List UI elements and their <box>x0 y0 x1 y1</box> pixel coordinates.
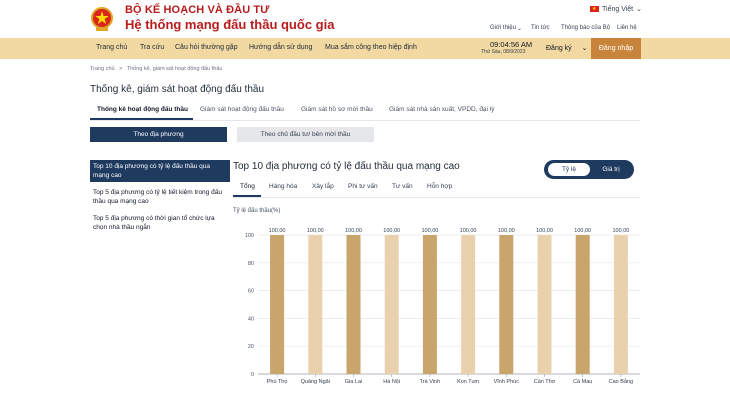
bar <box>499 235 514 374</box>
x-tick-label: Cần Thơ <box>534 379 556 385</box>
x-tick-label: Quảng Ngãi <box>301 379 330 385</box>
link-lien-he[interactable]: Liên hệ <box>617 25 637 31</box>
active-chart-tab-indicator <box>233 195 261 197</box>
nav-trang-chu[interactable]: Trang chủ <box>96 44 128 51</box>
system-name: Hệ thống mạng đấu thầu quốc gia <box>125 17 335 32</box>
chart-title: Top 10 địa phương có tỷ lệ đấu thầu qua … <box>233 161 460 172</box>
bar <box>346 235 361 374</box>
page-title: Thống kê, giám sát hoạt động đấu thầu <box>90 84 265 95</box>
bar-value-label: 100,00 <box>345 228 362 234</box>
tab-giam-sat-ho-so[interactable]: Giám sát hồ sơ mời thầu <box>301 106 373 113</box>
x-tick-label: Vĩnh Phúc <box>494 379 520 385</box>
x-tick-label: Cao Bằng <box>609 378 633 385</box>
tab-divider <box>90 120 640 121</box>
national-emblem-logo[interactable] <box>91 6 113 32</box>
ministry-name: BỘ KẾ HOẠCH VÀ ĐẦU TƯ <box>125 4 270 16</box>
bar-value-label: 100,00 <box>307 228 324 234</box>
chart-tab-divider <box>233 197 640 198</box>
bar-value-label: 100,00 <box>498 228 515 234</box>
bar <box>308 235 323 374</box>
language-label: Tiếng Việt <box>602 5 634 13</box>
active-tab-indicator <box>90 118 193 120</box>
by-investor-button[interactable]: Theo chủ đầu tư/ bên mời thầu <box>237 127 374 142</box>
y-tick-label: 0 <box>251 372 254 378</box>
chart-tab-phi-tu-van[interactable]: Phi tư vấn <box>348 183 378 190</box>
bar <box>575 235 590 374</box>
chevron-down-icon: ⌄ <box>581 45 588 52</box>
bar-value-label: 100,00 <box>421 228 438 234</box>
breadcrumb-current: Thống kê, giám sát hoạt động đấu thầu <box>126 66 223 72</box>
chart-tab-xay-lap[interactable]: Xây lắp <box>312 183 334 190</box>
y-tick-label: 60 <box>248 289 254 295</box>
report-item-top10-ty-le[interactable]: Top 10 địa phương có tỷ lệ đấu thầu qua … <box>90 160 230 182</box>
clock-time: 09:04:56 AM <box>490 40 533 49</box>
bar-value-label: 100,00 <box>383 228 400 234</box>
x-tick-label: Phú Thọ <box>267 379 288 385</box>
bar <box>422 235 437 374</box>
report-menu: Top 10 địa phương có tỷ lệ đấu thầu qua … <box>90 160 230 238</box>
clock-date: Thứ Sáu, 08/9/2023 <box>481 49 526 55</box>
chart-tab-hang-hoa[interactable]: Hàng hóa <box>269 183 298 190</box>
y-tick-label: 80 <box>248 261 254 267</box>
by-locality-button[interactable]: Theo địa phương <box>90 127 227 142</box>
nav-tra-cuu[interactable]: Tra cứu <box>140 44 165 51</box>
x-tick-label: Gia Lai <box>345 379 362 385</box>
x-tick-label: Trà Vinh <box>420 379 440 385</box>
site-header: BỘ KẾ HOẠCH VÀ ĐẦU TƯ Hệ thống mạng đấu … <box>0 0 730 38</box>
bar <box>270 235 285 374</box>
x-tick-label: Hà Nội <box>383 379 400 385</box>
chart-tab-tong[interactable]: Tổng <box>240 183 255 190</box>
bar-value-label: 100,00 <box>269 228 286 234</box>
breadcrumb: Trang chủ > Thống kê, giám sát hoạt động… <box>90 66 222 72</box>
chart-tab-hon-hop[interactable]: Hỗn hợp <box>427 183 453 190</box>
vietnam-flag-icon <box>590 5 599 13</box>
nav-cau-hoi[interactable]: Câu hỏi thường gặp <box>175 44 238 51</box>
tab-giam-sat-nha-san-xuat[interactable]: Giám sát nhà sản xuất, VPDD, đại lý <box>389 106 495 113</box>
chart-tab-tu-van[interactable]: Tư vấn <box>392 183 413 190</box>
register-label: Đăng ký <box>546 45 572 52</box>
y-tick-label: 100 <box>245 233 254 239</box>
report-item-top5-thoi-gian[interactable]: Top 5 địa phương có thời gian tổ chức lự… <box>93 215 215 231</box>
link-tin-tuc[interactable]: Tin tức <box>531 25 550 31</box>
toggle-gia-tri[interactable]: Giá trị <box>602 166 620 173</box>
register-dropdown[interactable]: Đăng ký ⌄ <box>546 44 588 52</box>
chevron-down-icon: ⌄ <box>636 6 643 13</box>
login-button[interactable]: Đăng nhập <box>591 38 641 59</box>
breadcrumb-home[interactable]: Trang chủ <box>90 66 115 72</box>
bar-value-label: 100,00 <box>612 228 629 234</box>
bar <box>537 235 552 374</box>
tab-thong-ke[interactable]: Thống kê hoạt động đấu thầu <box>97 106 188 113</box>
link-thong-bao[interactable]: Thông báo của Bộ <box>561 25 611 31</box>
y-axis-label: Tỷ lệ đấu thầu(%) <box>233 208 281 214</box>
x-tick-label: Cà Mau <box>573 379 592 385</box>
bar <box>461 235 476 374</box>
nav-mua-sam[interactable]: Mua sắm công theo hiệp định <box>325 44 417 51</box>
bar <box>384 235 399 374</box>
link-gioi-thieu[interactable]: Giới thiệu <box>490 25 516 31</box>
nav-huong-dan[interactable]: Hướng dẫn sử dụng <box>249 44 313 51</box>
bar-value-label: 100,00 <box>574 228 591 234</box>
y-tick-label: 40 <box>248 316 254 322</box>
bar-value-label: 100,00 <box>460 228 477 234</box>
bar-chart: 0 20 40 60 80 100 100,00 Phú Thọ 100,00 Quảng Ngã… <box>245 228 640 385</box>
y-tick-label: 20 <box>248 344 254 350</box>
chevron-down-icon: ⌄ <box>517 26 523 32</box>
bar-value-label: 100,00 <box>536 228 553 234</box>
x-tick-label: Kon Tum <box>457 379 479 385</box>
main-nav: Trang chủ Tra cứu Câu hỏi thường gặp Hướ… <box>0 38 730 59</box>
toggle-ty-le[interactable]: Tỷ lệ <box>548 163 590 176</box>
tab-giam-sat-hoat-dong[interactable]: Giám sát hoạt động đấu thầu <box>200 106 284 113</box>
language-selector[interactable]: Tiếng Việt ⌄ <box>590 5 642 13</box>
metric-toggle: Tỷ lệ Giá trị <box>544 160 634 179</box>
bar <box>613 235 628 374</box>
breadcrumb-separator: > <box>119 66 123 72</box>
report-item-top5-tiet-kiem[interactable]: Top 5 địa phương có tỷ lệ tiết kiệm tron… <box>93 189 222 205</box>
